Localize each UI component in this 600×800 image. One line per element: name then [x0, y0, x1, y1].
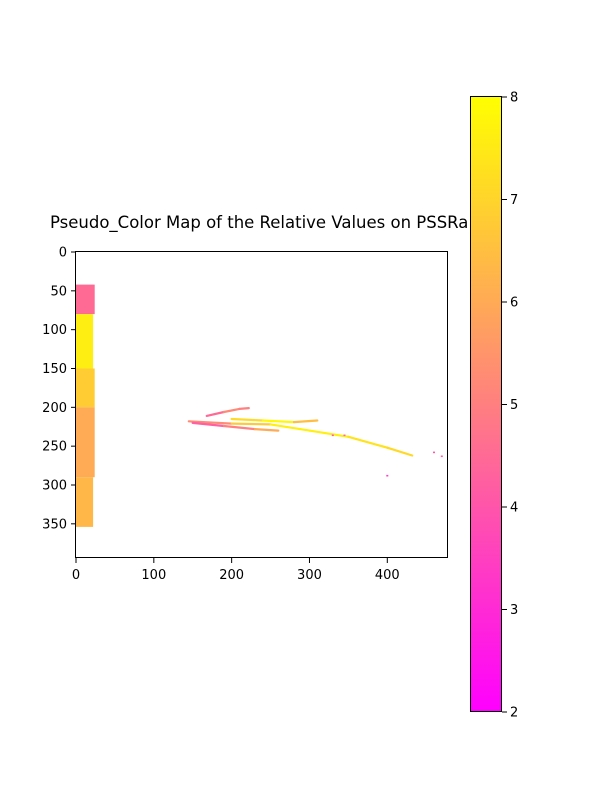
- heatmap-streak-1-0: [205, 410, 225, 417]
- heatmap-patch-0-1: [76, 314, 94, 369]
- heatmap-point-5-1: [433, 451, 435, 454]
- y-tick-label-200: 200: [42, 401, 67, 416]
- colorbar-tick-label-6: 6: [510, 296, 518, 311]
- x-tick-label-300: 300: [297, 568, 322, 583]
- colorbar: [470, 96, 502, 712]
- heatmap-streak-2-2: [269, 423, 311, 432]
- heatmap-streak-2-4: [347, 435, 389, 449]
- heatmap-streak-4-0: [191, 421, 225, 428]
- heatmap-point-5-4: [343, 434, 346, 437]
- heatmap-patch-0-2: [76, 368, 95, 408]
- heatmap-streak-3-0: [230, 417, 264, 422]
- heatmap-patch-0-0: [76, 284, 95, 315]
- y-tick-label-250: 250: [42, 440, 67, 455]
- heatmap-streak-2-0: [187, 420, 233, 425]
- heatmap-streak-4-1: [222, 424, 257, 431]
- heatmap-streak-3-1: [261, 419, 295, 424]
- plot-frame: [75, 251, 448, 558]
- y-axis: 0 50 100 150 200 250 300 350: [42, 246, 76, 532]
- heatmap-patch-0-3: [76, 407, 95, 478]
- colorbar-tick-label-5: 5: [510, 398, 518, 413]
- heatmap-marks: [76, 284, 443, 527]
- colorbar-tick-label-4: 4: [510, 501, 518, 516]
- heatmap-point-5-0: [386, 474, 389, 477]
- y-tick-label-0: 0: [59, 246, 67, 261]
- heatmap-patch-0-4: [76, 477, 94, 527]
- chart-title: Pseudo_Color Map of the Relative Values …: [50, 213, 468, 233]
- colorbar-tick-label-2: 2: [510, 706, 518, 721]
- x-tick-label-0: 0: [72, 568, 80, 583]
- colorbar-tick-label-3: 3: [510, 603, 518, 618]
- heatmap-streak-2-1: [230, 422, 272, 426]
- heatmap-streak-2-3: [308, 429, 350, 438]
- heatmap-streak-2-5: [386, 446, 414, 457]
- x-axis: 0 100 200 300 400: [72, 558, 400, 583]
- x-tick-label-200: 200: [219, 568, 244, 583]
- y-tick-label-150: 150: [42, 362, 67, 377]
- colorbar-axis: 2 3 4 5 6 7 8: [502, 91, 518, 721]
- y-tick-label-300: 300: [42, 478, 67, 493]
- heatmap-streak-3-2: [292, 419, 319, 424]
- heatmap-streak-1-2: [238, 407, 250, 410]
- heatmap-streak-4-2: [253, 428, 280, 432]
- y-tick-label-100: 100: [42, 323, 67, 338]
- y-tick-label-50: 50: [50, 284, 67, 299]
- x-tick-label-100: 100: [141, 568, 166, 583]
- heatmap-streak-1-1: [222, 407, 241, 414]
- heatmap-point-5-2: [440, 455, 443, 458]
- x-tick-label-400: 400: [375, 568, 400, 583]
- y-tick-label-350: 350: [42, 517, 67, 532]
- heatmap-point-5-3: [331, 434, 334, 437]
- colorbar-tick-label-8: 8: [510, 91, 518, 106]
- colorbar-tick-label-7: 7: [510, 193, 518, 208]
